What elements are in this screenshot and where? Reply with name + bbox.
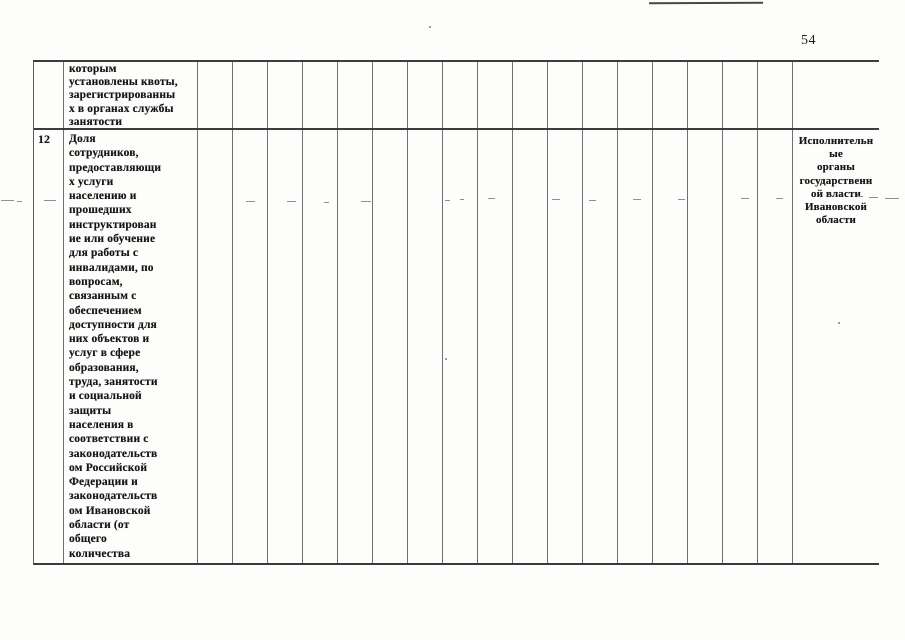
header-rule (648, 1, 764, 5)
scan-artifact-dash (361, 201, 371, 202)
table-cell-row-number (34, 62, 64, 128)
scan-artifact-speck (429, 26, 431, 28)
table-cell-empty (408, 130, 443, 563)
scan-artifact-speck (838, 322, 840, 324)
table-cell-indicator: Доля сотрудников, предоставляющи х услуг… (64, 130, 198, 563)
table-cell-empty (373, 62, 408, 128)
scan-artifact-speck (445, 358, 447, 360)
scan-artifact-dash (287, 201, 296, 202)
table-cell-empty (373, 130, 408, 563)
table-cell-empty (338, 62, 373, 128)
table-cell-empty (513, 130, 548, 563)
scan-artifact-dash (633, 199, 641, 200)
scan-artifact-dash (857, 196, 863, 197)
table-cell-empty (198, 62, 233, 128)
scan-artifact-dash (776, 198, 783, 199)
scan-artifact-dash (460, 199, 464, 200)
table-cell-empty (723, 62, 758, 128)
table-cell-empty (583, 130, 618, 563)
scan-artifact-dash (17, 201, 22, 202)
scan-artifact-dash (246, 201, 255, 202)
table-cell-empty (478, 62, 513, 128)
table-cell-empty (408, 62, 443, 128)
table-cell-empty (758, 130, 793, 563)
table-cell-empty (303, 62, 338, 128)
table-cell-empty (198, 130, 233, 563)
table-cell-empty (443, 62, 478, 128)
scan-artifact-dash (741, 198, 749, 199)
table-cell-executor (793, 62, 879, 128)
table-cell-empty (618, 130, 653, 563)
table-cell-executor: Исполнительн ые органы государственн ой … (798, 135, 874, 227)
table-cell-empty (268, 62, 303, 128)
table-cell-empty (513, 62, 548, 128)
table-cell-row-number: 12 (34, 130, 64, 563)
table-cell-empty (233, 130, 268, 563)
table-cell-empty (653, 130, 688, 563)
scan-artifact-dash (589, 200, 596, 201)
table-cell-empty (723, 130, 758, 563)
scan-artifact-dash (885, 198, 899, 199)
table-cell-empty (688, 130, 723, 563)
scan-artifact-dash (1, 200, 14, 201)
scan-artifact-dash (44, 200, 56, 201)
table-cell-empty (443, 130, 478, 563)
table-cell-empty (583, 62, 618, 128)
table-cell-empty (548, 62, 583, 128)
table-cell-empty (233, 62, 268, 128)
table-row: 12 Доля сотрудников, предоставляющи х ус… (34, 130, 879, 563)
table-cell-empty (548, 130, 583, 563)
indicators-table: которым установлены квоты, зарегистриров… (33, 60, 879, 565)
table-cell-empty (688, 62, 723, 128)
scan-artifact-dash (488, 198, 495, 199)
table-cell-empty (338, 130, 373, 563)
table-row: которым установлены квоты, зарегистриров… (34, 62, 879, 130)
page-number: 54 (801, 33, 816, 48)
table-cell-empty (618, 62, 653, 128)
scan-artifact-dash (869, 197, 878, 198)
table-cell-empty (653, 62, 688, 128)
table-cell-empty (268, 130, 303, 563)
scan-artifact-dash (445, 200, 450, 201)
scan-artifact-dash (678, 199, 685, 200)
scan-artifact-dash (324, 202, 329, 203)
table-cell-empty (478, 130, 513, 563)
table-cell-empty (758, 62, 793, 128)
table-cell-empty (303, 130, 338, 563)
scan-artifact-dash (552, 199, 560, 200)
table-cell-indicator: которым установлены квоты, зарегистриров… (64, 62, 198, 128)
